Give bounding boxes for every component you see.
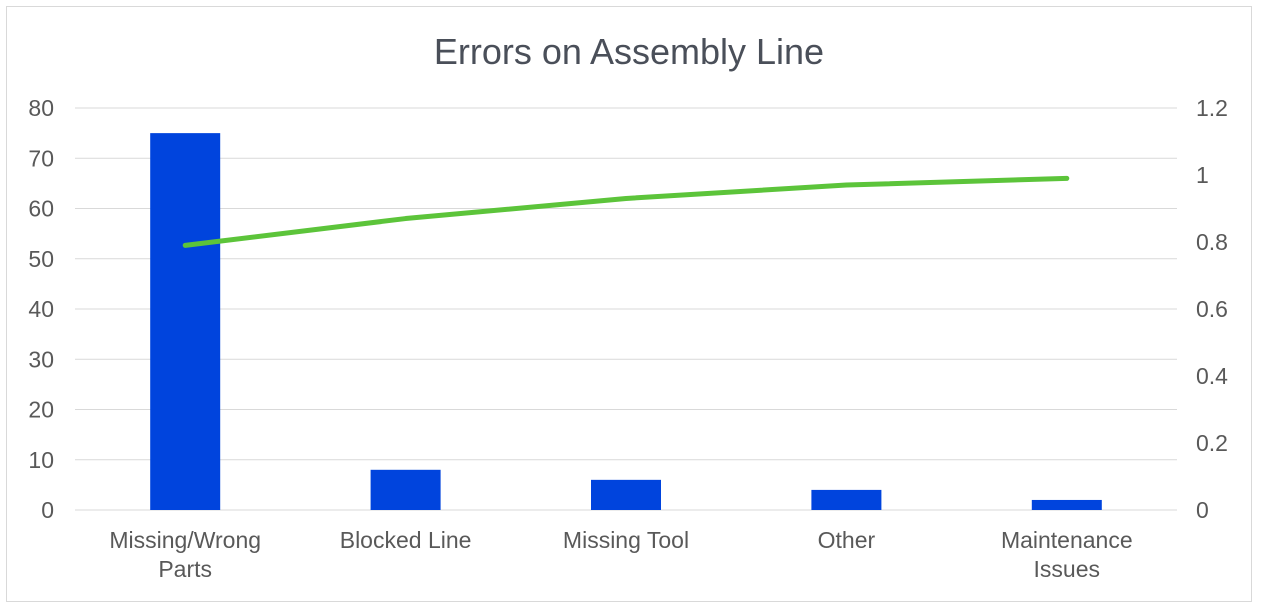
y-axis-right: 0 0.2 0.4 0.6 0.8 1 1.2 [1196,95,1228,523]
x-category-label: Missing Tool [563,527,689,553]
bar [370,469,441,510]
bar-series [150,133,1102,510]
y-left-tick-label: 0 [41,497,54,523]
y-right-tick-label: 1 [1196,162,1209,188]
y-right-tick-label: 0.8 [1196,229,1228,255]
x-category-label: Blocked Line [340,527,472,553]
y-left-tick-label: 80 [28,95,54,121]
y-left-tick-label: 20 [28,397,54,423]
x-category-label-line: Missing Tool [563,527,689,553]
y-left-tick-label: 10 [28,447,54,473]
gridlines [75,107,1177,511]
x-category-label: Maintenance Issues [1001,527,1133,582]
x-category-label-line: Blocked Line [340,527,472,553]
x-category-label-line: Maintenance [1001,527,1133,553]
chart-title: Errors on Assembly Line [434,31,824,72]
y-left-tick-label: 60 [28,196,54,222]
y-left-tick-label: 30 [28,346,54,372]
x-axis-categories: Missing/Wrong Parts Blocked Line Missing To… [109,527,1132,582]
bar [591,479,661,510]
cumulative-line [182,175,1070,248]
y-left-tick-label: 50 [28,246,54,272]
y-right-tick-label: 0.2 [1196,430,1228,456]
y-right-tick-label: 0 [1196,497,1209,523]
x-category-label-line: Missing/Wrong [109,527,261,553]
bar [150,133,221,510]
y-right-tick-label: 0.4 [1196,363,1228,389]
y-right-tick-label: 0.6 [1196,296,1228,322]
x-category-label-line: Parts [158,556,212,582]
y-axis-left: 0 10 20 30 40 50 60 70 80 [28,95,54,523]
x-category-label-line: Issues [1034,556,1100,582]
y-left-tick-label: 40 [28,296,54,322]
y-left-tick-label: 70 [28,145,54,171]
x-category-label: Missing/Wrong Parts [109,527,261,582]
bar [1031,499,1102,510]
bar [811,489,882,510]
x-category-label: Other [818,527,876,553]
y-right-tick-label: 1.2 [1196,95,1228,121]
x-category-label-line: Other [818,527,876,553]
line-series [182,175,1070,248]
